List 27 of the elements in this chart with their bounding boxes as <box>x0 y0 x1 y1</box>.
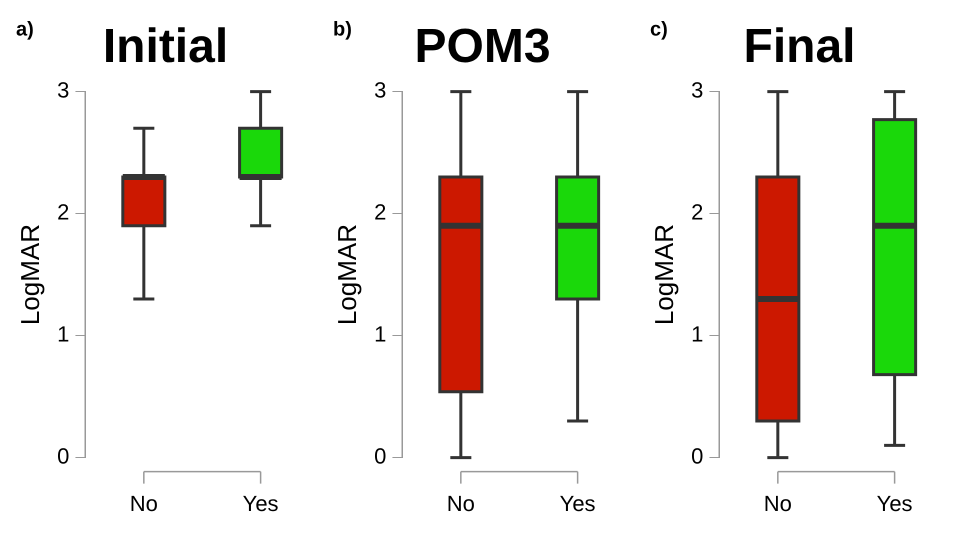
text: c) <box>650 18 668 41</box>
x-tick-label: Yes <box>560 490 596 516</box>
chart-title: Final <box>743 20 856 74</box>
y-tick-label: 3 <box>374 78 386 103</box>
text: b) <box>333 18 352 41</box>
x-tick-label: No <box>130 490 158 516</box>
y-tick-label: 2 <box>691 200 704 225</box>
x-tick-label: Yes <box>876 490 913 516</box>
y-axis-title: LogMAR <box>648 224 679 326</box>
y-axis-title: LogMAR <box>14 224 45 326</box>
y-tick-label: 2 <box>57 200 70 225</box>
y-tick-label: 0 <box>374 444 386 469</box>
y-tick-label: 3 <box>691 78 704 103</box>
y-tick-label: 0 <box>691 444 704 469</box>
text: a) <box>16 18 34 41</box>
x-tick-label: No <box>446 490 475 516</box>
y-tick-label: 1 <box>57 322 70 347</box>
y-axis-title: LogMAR <box>332 224 362 326</box>
y-tick-label: 1 <box>374 322 386 347</box>
y-tick-label: 1 <box>691 322 704 347</box>
y-tick-label: 3 <box>57 78 70 103</box>
chart-title: POM3 <box>414 20 551 74</box>
y-tick-label: 0 <box>57 444 70 469</box>
x-tick-label: No <box>764 490 792 516</box>
chart-title: Initial <box>102 20 228 74</box>
x-tick-label: Yes <box>242 490 279 516</box>
y-tick-label: 2 <box>374 200 386 225</box>
